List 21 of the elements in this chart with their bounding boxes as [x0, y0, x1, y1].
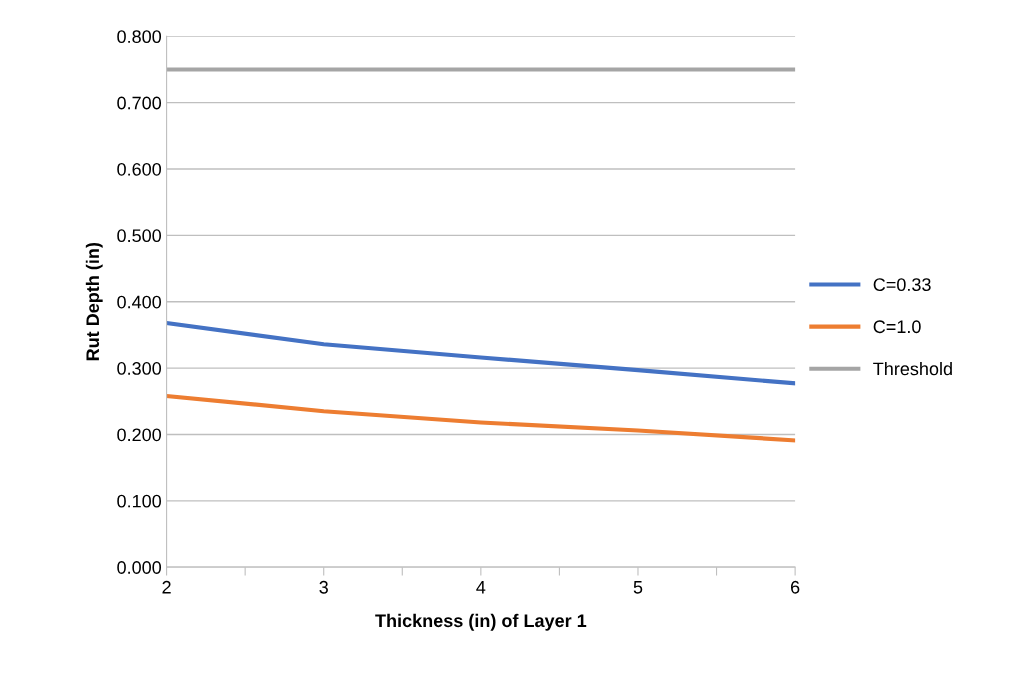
y-tick-label: 0.800	[117, 30, 162, 44]
y-tick-label: 0.400	[117, 295, 162, 309]
x-tick-label: 6	[791, 580, 800, 594]
y-tick-label: 0.700	[117, 96, 162, 110]
x-tick-label: 4	[476, 581, 486, 594]
y-tick-label: 0.000	[117, 561, 162, 574]
y-tick-label: 0.600	[117, 162, 162, 176]
legend-label: Threshold	[873, 361, 952, 376]
y-axis-title: Rut Depth (in)	[85, 242, 103, 361]
y-tick-label: 0.200	[117, 428, 162, 442]
x-tick-label: 5	[633, 581, 643, 594]
y-tick-label: 0.100	[117, 494, 162, 508]
legend-label: C=0.33	[873, 278, 931, 292]
legend-label: C=1.0	[873, 320, 921, 334]
x-tick-label: 2	[162, 580, 171, 594]
line-series	[166, 320, 796, 386]
y-tick-label: 0.500	[117, 229, 162, 243]
x-tick-label: 3	[319, 580, 328, 594]
y-tick-label: 0.300	[117, 362, 162, 375]
line-series	[166, 393, 796, 443]
x-axis-title: Thickness (in) of Layer 1	[375, 613, 587, 631]
